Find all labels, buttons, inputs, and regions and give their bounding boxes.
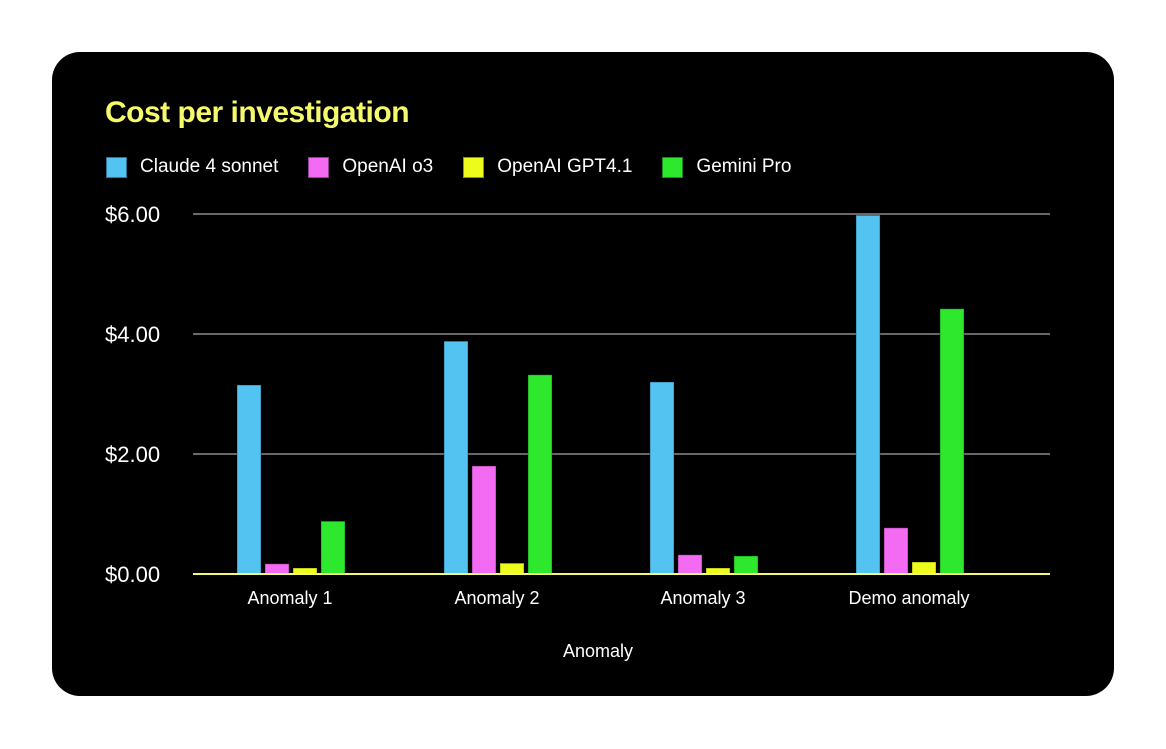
legend-item: OpenAI GPT4.1	[463, 156, 632, 178]
bar-claude-4-sonnet	[855, 214, 881, 575]
legend-swatch	[106, 156, 127, 178]
legend-item: OpenAI o3	[308, 156, 433, 178]
legend-item: Gemini Pro	[662, 156, 791, 178]
y-tick-label: $0.00	[105, 562, 160, 587]
bar-openai-gpt4-1	[911, 561, 937, 575]
chart-title: Cost per investigation	[105, 96, 410, 129]
legend-label: Claude 4 sonnet	[140, 156, 279, 177]
legend-item: Claude 4 sonnet	[106, 156, 278, 178]
legend-swatch	[308, 156, 330, 178]
legend-label: OpenAI o3	[342, 156, 434, 177]
bar-gemini-pro	[939, 308, 965, 575]
bar-openai-o3	[471, 465, 497, 575]
legend-label: OpenAI GPT4.1	[497, 156, 633, 177]
y-tick-label: $6.00	[105, 202, 160, 227]
bar-gemini-pro	[527, 374, 553, 575]
legend-swatch	[662, 156, 684, 178]
bar-claude-4-sonnet	[649, 381, 675, 575]
x-tick-label: Demo anomaly	[848, 588, 969, 608]
x-tick-label: Anomaly 3	[660, 588, 745, 608]
bar-claude-4-sonnet	[443, 340, 469, 575]
legend-label: Gemini Pro	[696, 156, 792, 177]
y-tick-label: $2.00	[105, 442, 160, 467]
chart-card	[52, 52, 1114, 696]
x-axis-label: Anomaly	[563, 641, 633, 661]
bar-openai-o3	[677, 554, 703, 575]
bar-gemini-pro	[320, 520, 346, 575]
y-tick-label: $4.00	[105, 322, 160, 347]
bar-openai-o3	[883, 527, 909, 575]
legend-swatch	[463, 156, 485, 178]
x-tick-label: Anomaly 1	[247, 588, 332, 608]
bar-gemini-pro	[733, 555, 759, 575]
bar-openai-gpt4-1	[499, 562, 525, 575]
x-tick-label: Anomaly 2	[454, 588, 539, 608]
legend: Claude 4 sonnet OpenAI o3 OpenAI GPT4.1 …	[106, 156, 821, 178]
bar-openai-o3	[264, 563, 290, 575]
bar-claude-4-sonnet	[236, 384, 262, 575]
